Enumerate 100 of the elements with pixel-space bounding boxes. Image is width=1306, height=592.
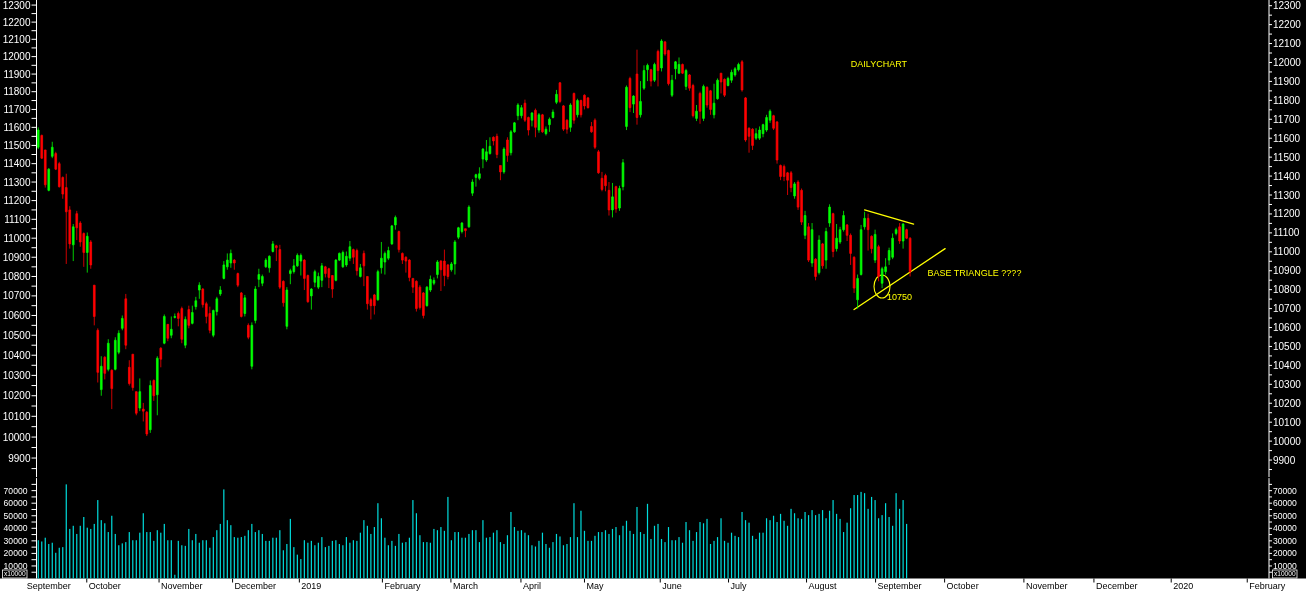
y-tick-label: 10700 bbox=[2, 290, 31, 302]
candlestick bbox=[754, 127, 758, 141]
y-tick-label: 40000 bbox=[3, 523, 28, 534]
y-tick-label: 10800 bbox=[2, 270, 31, 282]
x-tick-label: July bbox=[730, 581, 748, 592]
candlestick bbox=[653, 62, 656, 83]
candlestick bbox=[236, 272, 240, 288]
candlestick bbox=[320, 262, 324, 288]
candlestick bbox=[355, 248, 359, 276]
y-tick-label: 11700 bbox=[3, 103, 31, 115]
annotation: BASE TRIANGLE ???? bbox=[927, 267, 1022, 278]
candlestick bbox=[709, 89, 712, 116]
y2-tick-label: 10100 bbox=[1273, 416, 1302, 428]
candlestick bbox=[110, 368, 114, 410]
candlestick bbox=[37, 126, 40, 150]
candlestick bbox=[107, 338, 110, 372]
candlestick bbox=[555, 89, 558, 105]
y2-tick-label: 60000 bbox=[1273, 498, 1298, 509]
candlestick bbox=[156, 355, 159, 416]
y2-tick-label: 11600 bbox=[1273, 132, 1301, 144]
x-tick-label: December bbox=[234, 581, 277, 592]
candlestick bbox=[502, 146, 506, 175]
x-tick-label: November bbox=[161, 581, 203, 592]
candlestick bbox=[814, 257, 817, 281]
y2-tick-label: 10900 bbox=[1273, 265, 1302, 277]
candlestick bbox=[835, 223, 838, 252]
candlestick bbox=[828, 203, 831, 228]
candlestick bbox=[803, 210, 807, 240]
candlestick bbox=[89, 239, 93, 270]
candlestick bbox=[702, 84, 705, 122]
x-tick-label: 2019 bbox=[301, 581, 322, 592]
y-tick-label: 9900 bbox=[8, 452, 31, 464]
candlestick bbox=[443, 249, 446, 287]
candlestick bbox=[457, 226, 460, 240]
candlestick bbox=[873, 229, 877, 264]
candlestick bbox=[877, 244, 880, 282]
candlestick bbox=[467, 204, 471, 229]
candlestick bbox=[506, 136, 509, 163]
candlestick bbox=[397, 230, 401, 253]
y-tick-label: 12300 bbox=[2, 0, 31, 11]
y-tick-label: 12200 bbox=[2, 16, 31, 28]
candlestick bbox=[614, 185, 618, 214]
candlestick bbox=[611, 182, 614, 218]
candlestick bbox=[159, 346, 163, 368]
candlestick bbox=[898, 222, 901, 245]
candlestick bbox=[537, 112, 541, 134]
candlestick bbox=[464, 228, 467, 238]
y-tick-label: 11000 bbox=[3, 232, 31, 244]
y2-tick-label: 11700 bbox=[1273, 113, 1301, 125]
candlestick bbox=[852, 255, 856, 294]
candlestick bbox=[138, 378, 142, 412]
candlestick bbox=[131, 353, 135, 392]
candlestick bbox=[163, 314, 166, 345]
candlestick bbox=[376, 269, 380, 302]
candlestick bbox=[534, 108, 537, 138]
candlestick bbox=[789, 170, 793, 193]
x-tick-label: February bbox=[1249, 581, 1286, 592]
y-tick-label: 10500 bbox=[2, 329, 31, 341]
y2-tick-label: 11500 bbox=[1273, 151, 1301, 163]
candlestick bbox=[47, 167, 50, 192]
candlestick bbox=[100, 355, 103, 397]
candlestick bbox=[695, 104, 698, 122]
x-tick-label: October bbox=[88, 581, 121, 592]
candlestick bbox=[285, 286, 289, 330]
y-tick-label: 20000 bbox=[3, 548, 28, 559]
candlestick bbox=[530, 111, 534, 127]
y2-tick-label: 20000 bbox=[1273, 548, 1298, 559]
x-tick-label: September bbox=[877, 581, 922, 592]
candlestick bbox=[257, 268, 261, 288]
y-tick-label: 11100 bbox=[4, 213, 31, 225]
candlestick bbox=[149, 380, 152, 434]
candlestick bbox=[471, 178, 474, 197]
y2-tick-label: 11800 bbox=[1273, 94, 1301, 106]
candlestick bbox=[170, 316, 173, 339]
candlestick bbox=[558, 81, 562, 104]
y2-tick-label: 10700 bbox=[1273, 303, 1302, 315]
y2-tick-label: 10200 bbox=[1273, 397, 1302, 409]
y2-tick-label: 70000 bbox=[1273, 485, 1298, 496]
candlestick bbox=[198, 281, 201, 300]
y2-tick-label: 11100 bbox=[1273, 227, 1300, 239]
candlestick bbox=[674, 60, 677, 80]
candlestick bbox=[541, 113, 544, 134]
y-tick-label: 11800 bbox=[3, 86, 31, 98]
y2-tick-label: 11000 bbox=[1273, 246, 1301, 258]
y2-tick-label: 10800 bbox=[1273, 284, 1302, 296]
y2-tick-label: 40000 bbox=[1273, 523, 1298, 534]
candlestick bbox=[677, 57, 681, 75]
y-tick-label: 11400 bbox=[3, 158, 31, 170]
candlestick bbox=[894, 227, 898, 236]
x-tick-label: 2020 bbox=[1173, 581, 1194, 592]
candlestick bbox=[121, 315, 124, 331]
candlestick bbox=[628, 76, 632, 113]
y-tick-label: 11600 bbox=[3, 121, 31, 133]
candlestick bbox=[719, 72, 723, 94]
candlestick bbox=[187, 305, 191, 329]
x-tick-label: May bbox=[586, 581, 604, 592]
candlestick bbox=[730, 69, 733, 84]
candlestick bbox=[240, 291, 243, 318]
x-tick-label: December bbox=[1095, 581, 1138, 592]
candlestick bbox=[698, 91, 702, 125]
